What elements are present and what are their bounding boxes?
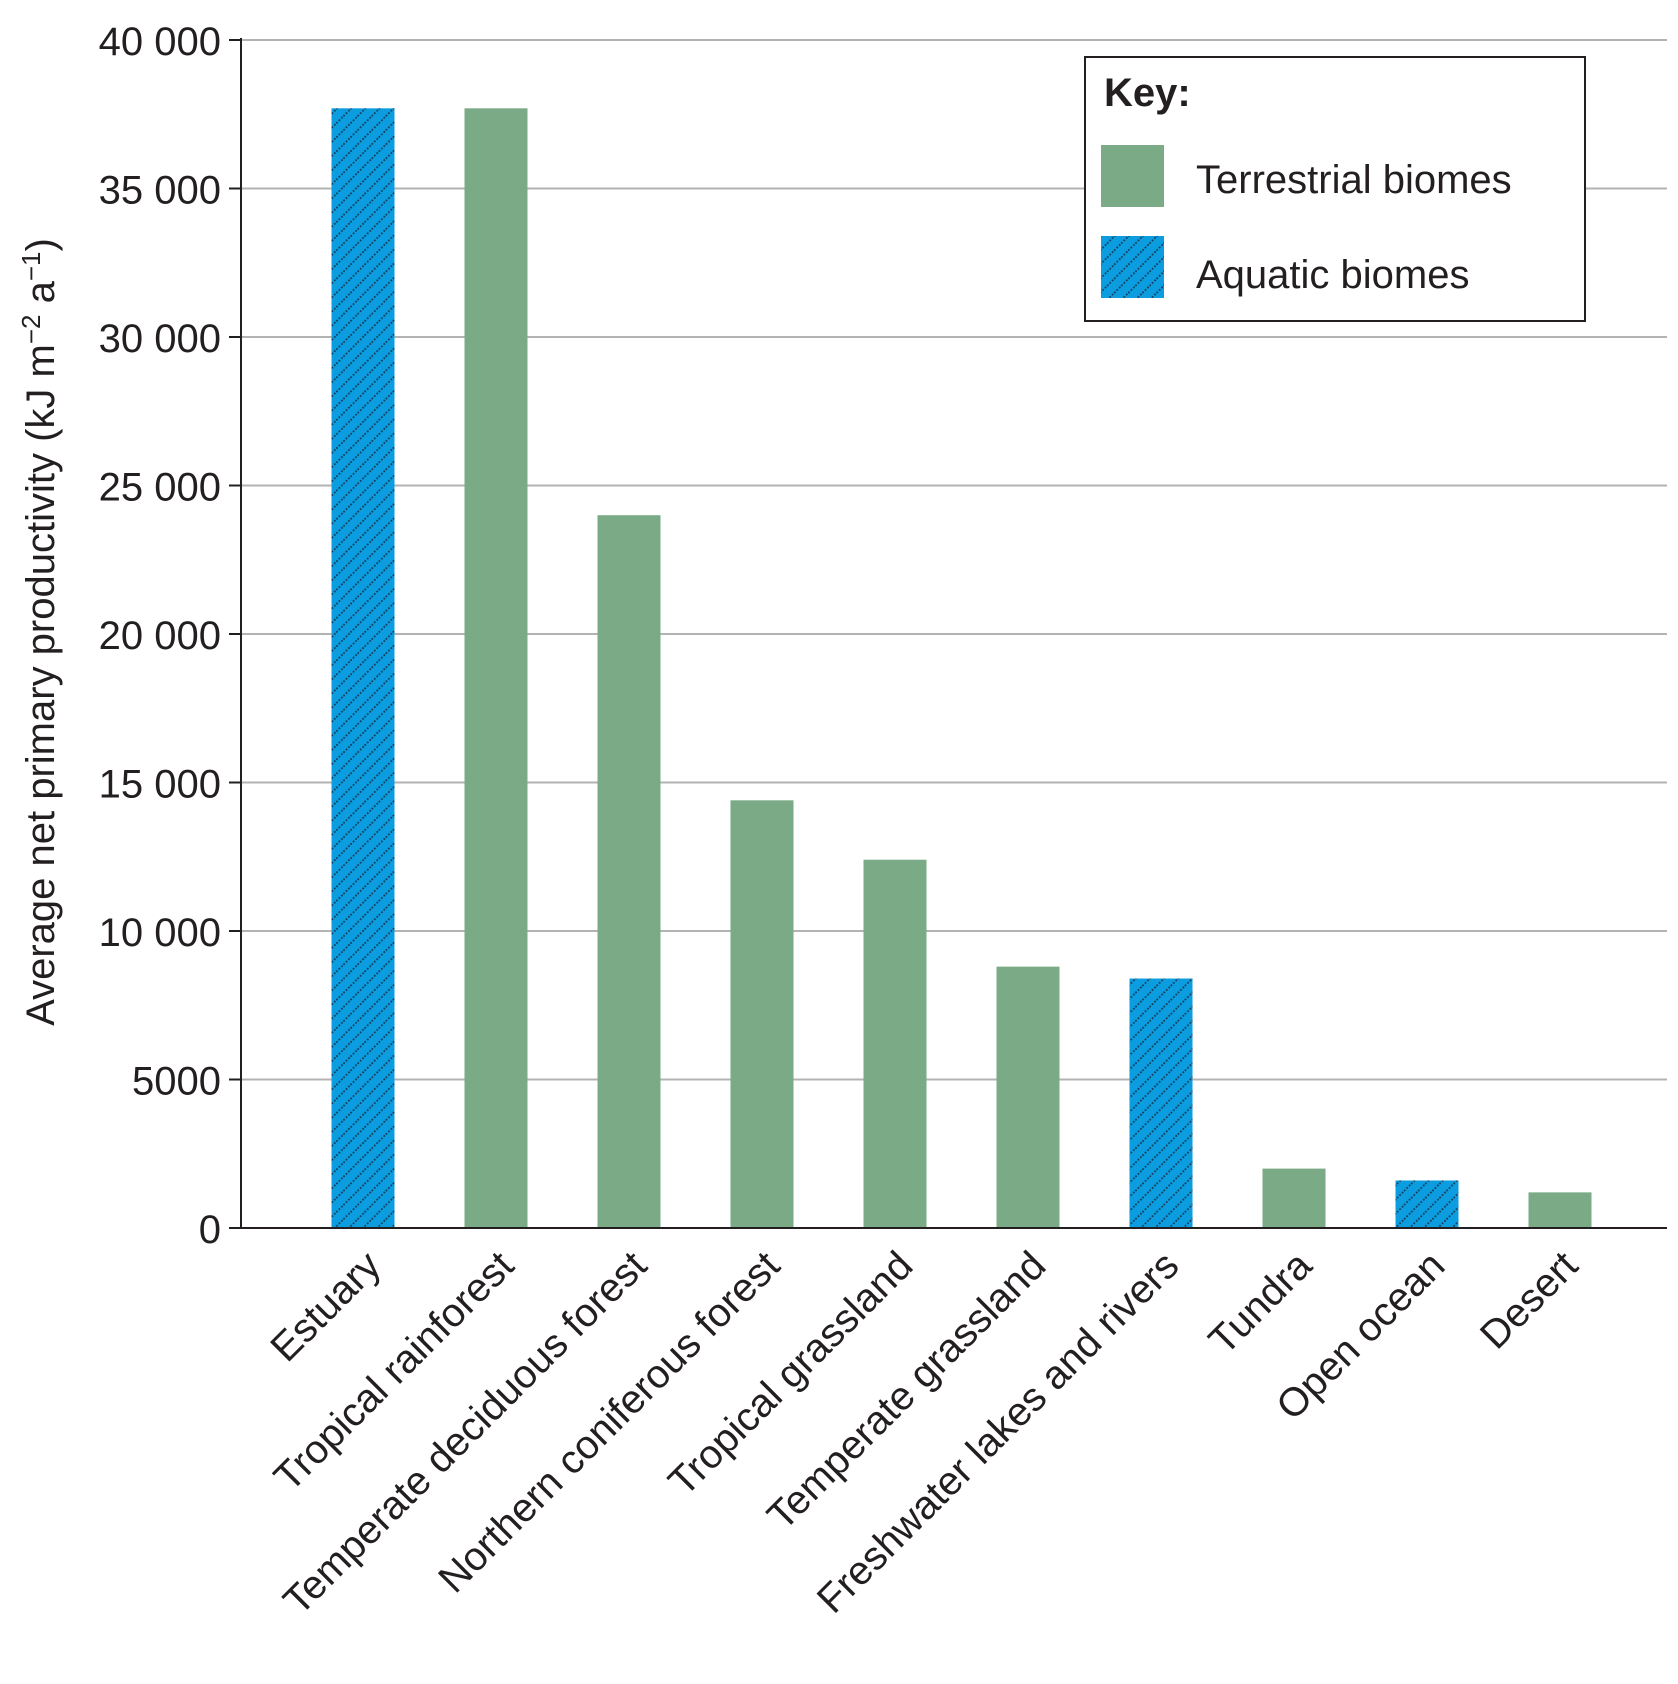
y-axis-tick-labels: 0 5000 10 000 15 000 20 000 25 000 30 000 35 00…: [99, 20, 241, 1252]
bar-temperate-grassland: [996, 966, 1060, 1228]
y-axis-label-end: ): [19, 238, 63, 251]
y-tick-label: 10 000: [99, 911, 221, 955]
bar-desert: [1528, 1192, 1592, 1228]
x-tick-label: Tropical grassland: [660, 1243, 921, 1504]
y-tick-label: 20 000: [99, 614, 221, 658]
bar-open-ocean: [1395, 1180, 1459, 1228]
y-axis-label-sup-1: −2: [16, 314, 46, 344]
legend-label-terrestrial: Terrestrial biomes: [1196, 158, 1512, 202]
y-tick-label: 0: [199, 1208, 221, 1252]
y-tick-label: 30 000: [99, 317, 221, 361]
bar-northern-coniferous-forest: [730, 800, 794, 1228]
legend: Key: Terrestrial biomes Aquatic biomes: [1084, 56, 1586, 322]
y-tick-label: 15 000: [99, 763, 221, 807]
legend-swatch-aquatic: [1101, 236, 1164, 298]
legend-box: [1084, 56, 1586, 322]
y-axis-label: Average net primary productivity (kJ m−2…: [16, 238, 63, 1026]
bars: [331, 108, 1592, 1228]
legend-label-aquatic: Aquatic biomes: [1196, 253, 1469, 297]
bar-estuary: [331, 108, 395, 1228]
legend-swatch-terrestrial: [1101, 145, 1164, 207]
bar-temperate-deciduous-forest: [597, 515, 661, 1228]
x-tick-label: Estuary: [262, 1243, 389, 1370]
y-tick-label: 25 000: [99, 466, 221, 510]
y-tick-label: 35 000: [99, 169, 221, 213]
y-axis-label-sup-2: −1: [16, 251, 46, 281]
legend-title: Key:: [1104, 71, 1191, 115]
x-tick-label: Tundra: [1201, 1243, 1321, 1363]
bar-tropical-grassland: [863, 859, 927, 1228]
y-axis-label-mid: a: [19, 280, 63, 314]
x-tick-label: Tropical rainforest: [266, 1243, 522, 1499]
y-tick-label: 40 000: [99, 20, 221, 64]
bar-freshwater-lakes-and-rivers: [1129, 978, 1193, 1228]
bar-tropical-rainforest: [464, 108, 528, 1228]
y-tick-label: 5000: [132, 1060, 221, 1104]
y-axis-label-main: Average net primary productivity (kJ m: [19, 344, 63, 1026]
x-tick-label: Desert: [1472, 1243, 1586, 1357]
bar-tundra: [1262, 1168, 1326, 1228]
